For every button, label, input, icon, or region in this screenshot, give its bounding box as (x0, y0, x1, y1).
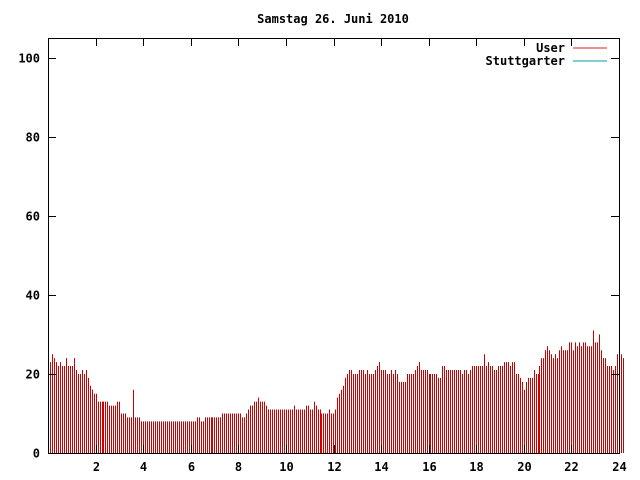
x-tick-label: 20 (517, 460, 531, 474)
x-tick-label: 8 (235, 460, 242, 474)
y-tick-label: 20 (26, 368, 40, 382)
x-tick-label: 12 (327, 460, 341, 474)
y-tick-label: 80 (26, 131, 40, 145)
x-tick-label: 4 (140, 460, 147, 474)
legend: User Stuttgarter (486, 41, 607, 68)
x-tick-label: 18 (469, 460, 483, 474)
bars-user (48, 330, 624, 453)
y-axis: 0 20 40 60 80 100 (18, 52, 619, 461)
x-tick-label: 22 (564, 460, 578, 474)
x-tick-label: 2 (93, 460, 100, 474)
x-tick-label: 24 (612, 460, 626, 474)
x-axis: 2 4 6 8 10 12 14 16 18 20 22 24 (93, 38, 627, 474)
plot-frame (48, 38, 620, 454)
legend-label-stuttgarter: Stuttgarter (486, 54, 565, 68)
y-tick-label: 100 (18, 52, 40, 66)
x-tick-label: 14 (374, 460, 388, 474)
x-tick-label: 6 (188, 460, 195, 474)
legend-label-user: User (536, 41, 565, 55)
y-tick-label: 40 (26, 289, 40, 303)
x-tick-label: 10 (279, 460, 293, 474)
y-tick-label: 60 (26, 210, 40, 224)
y-tick-label: 0 (33, 447, 40, 461)
chart-title: Samstag 26. Juni 2010 (257, 12, 409, 26)
x-tick-label: 16 (422, 460, 436, 474)
